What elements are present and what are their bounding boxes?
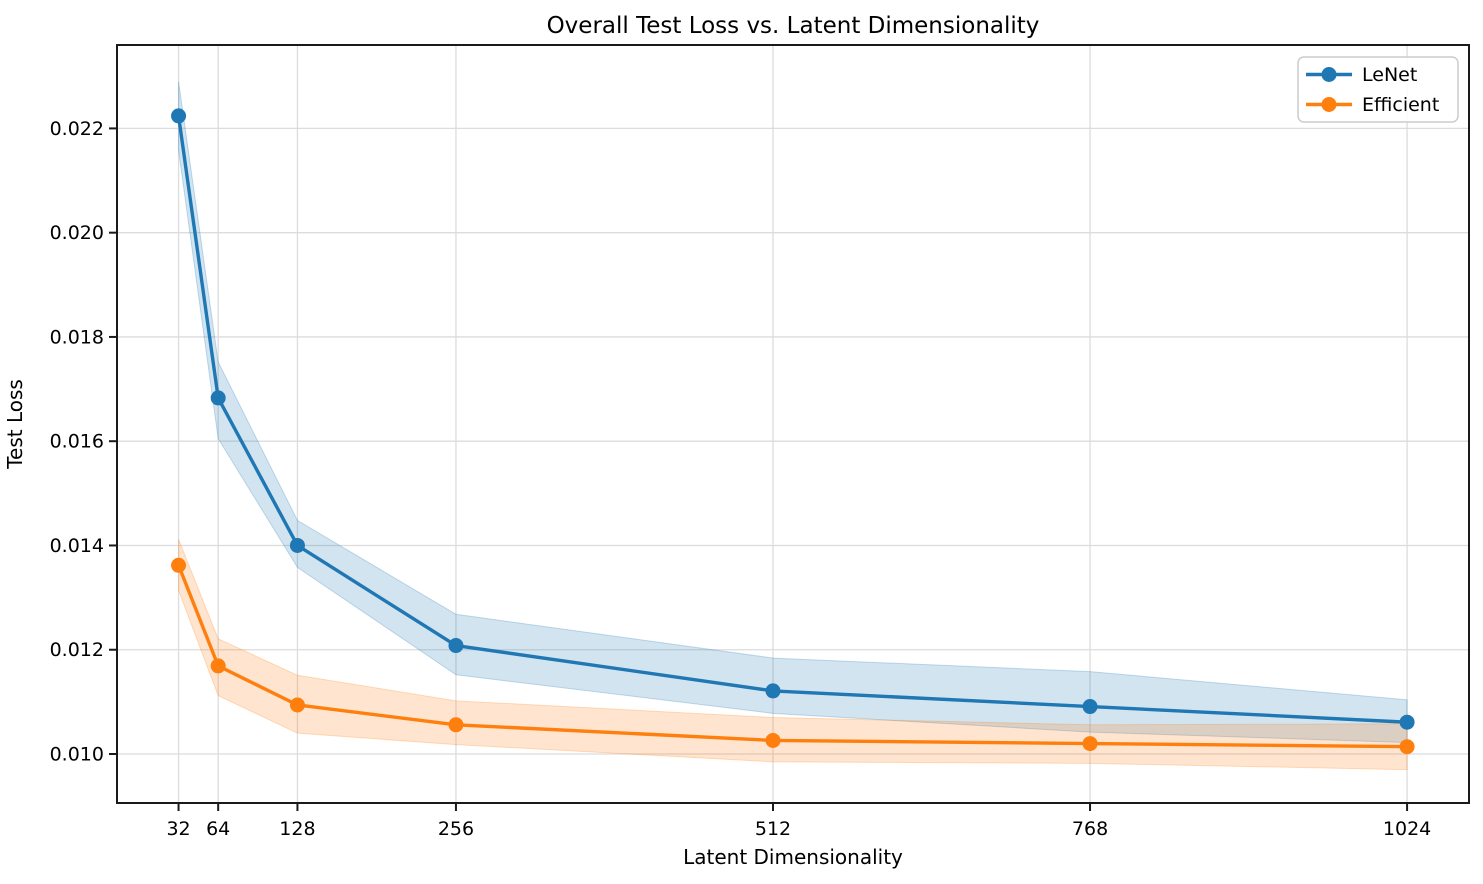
- y-tick-label: 0.010: [50, 743, 104, 765]
- data-point-layer: [171, 108, 1415, 755]
- data-point-efficient-64: [210, 658, 226, 674]
- y-axis-label: Test Loss: [3, 379, 27, 470]
- data-point-lenet-512: [765, 683, 781, 699]
- data-point-efficient-128: [289, 697, 305, 713]
- grid-layer: [117, 45, 1469, 803]
- x-tick-label: 512: [755, 818, 791, 840]
- series-line-layer: [176, 114, 1409, 749]
- chart-title: Overall Test Loss vs. Latent Dimensional…: [547, 13, 1040, 39]
- y-tick-label: 0.022: [50, 118, 104, 140]
- legend-label-efficient: Efficient: [1362, 94, 1439, 116]
- x-tick-label: 1024: [1383, 818, 1431, 840]
- confidence-band-layer: [178, 81, 1408, 771]
- series-line-lenet: [176, 114, 1409, 724]
- data-point-lenet-64: [210, 390, 226, 406]
- confidence-band-efficient: [178, 539, 1408, 771]
- y-tick-label: 0.012: [50, 639, 104, 661]
- data-point-efficient-256: [448, 717, 464, 733]
- x-tick-label: 768: [1072, 818, 1108, 840]
- data-point-efficient-768: [1082, 736, 1098, 752]
- data-point-lenet-256: [448, 638, 464, 654]
- data-point-efficient-32: [171, 557, 187, 573]
- data-point-lenet-1024: [1399, 714, 1415, 730]
- data-point-lenet-128: [289, 537, 305, 553]
- x-tick-label: 32: [166, 818, 190, 840]
- confidence-band-lenet: [178, 81, 1408, 744]
- data-point-efficient-1024: [1399, 739, 1415, 755]
- legend: LeNet Efficient: [1297, 56, 1459, 123]
- legend-label-lenet: LeNet: [1362, 64, 1417, 86]
- x-tick-label: 64: [206, 818, 230, 840]
- legend-marker-efficient: [1321, 97, 1337, 112]
- x-axis-label: Latent Dimensionality: [683, 845, 903, 869]
- data-point-efficient-512: [765, 732, 781, 748]
- y-tick-label: 0.016: [50, 431, 104, 453]
- data-point-lenet-32: [171, 108, 187, 124]
- plot-border: [116, 44, 1470, 804]
- legend-marker-lenet: [1321, 67, 1337, 82]
- x-tick-label: 256: [438, 818, 474, 840]
- y-tick-label: 0.018: [50, 326, 104, 348]
- y-tick-label: 0.020: [50, 222, 104, 244]
- data-point-lenet-768: [1082, 699, 1098, 715]
- y-tick-label: 0.014: [50, 535, 104, 557]
- x-tick-label: 128: [279, 818, 315, 840]
- axis-layer: 32 64 128 256 512 768 1024 0.010 0.012 0.014 0.016…: [50, 44, 1470, 840]
